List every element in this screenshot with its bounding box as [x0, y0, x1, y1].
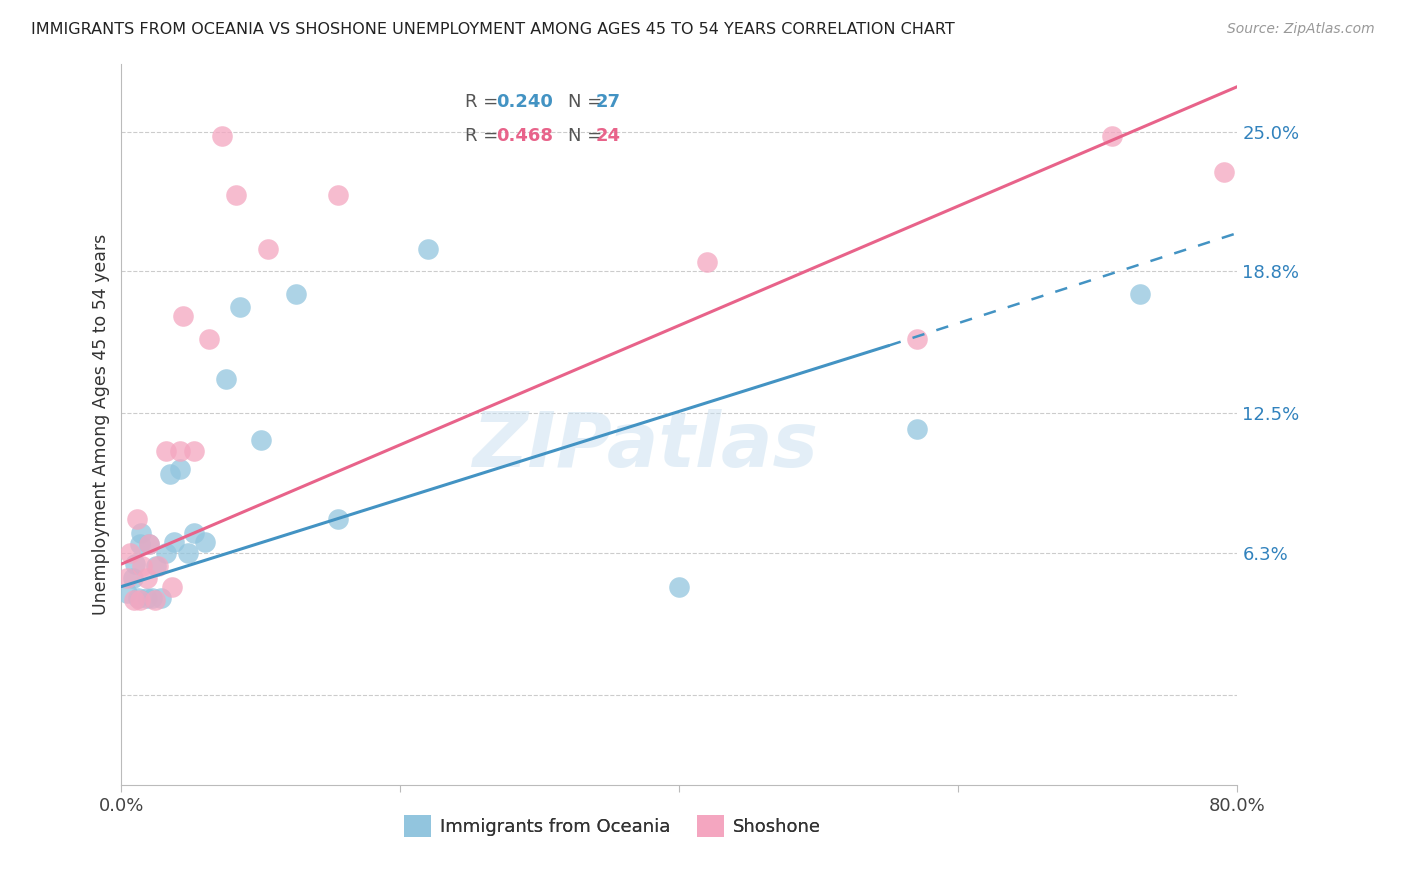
- Point: [129, 525, 152, 540]
- Point: [127, 591, 149, 605]
- Point: [172, 310, 194, 324]
- Point: [124, 557, 146, 571]
- Point: [198, 332, 221, 346]
- Point: [905, 332, 928, 346]
- Point: [905, 422, 928, 436]
- Point: [118, 546, 141, 560]
- Point: [169, 462, 191, 476]
- Point: [284, 286, 307, 301]
- Point: [149, 591, 172, 605]
- Point: [229, 301, 252, 315]
- Point: [696, 255, 718, 269]
- Point: [115, 586, 138, 600]
- Text: 27: 27: [596, 94, 621, 112]
- Point: [135, 570, 157, 584]
- Point: [183, 444, 205, 458]
- Point: [326, 187, 349, 202]
- Y-axis label: Unemployment Among Ages 45 to 54 years: Unemployment Among Ages 45 to 54 years: [93, 234, 110, 615]
- Point: [115, 570, 138, 584]
- Point: [138, 537, 160, 551]
- Point: [155, 444, 177, 458]
- Legend: Immigrants from Oceania, Shoshone: Immigrants from Oceania, Shoshone: [396, 808, 828, 844]
- Point: [143, 593, 166, 607]
- Point: [131, 559, 153, 574]
- Point: [169, 444, 191, 458]
- Text: 0.468: 0.468: [496, 128, 554, 145]
- Text: R =: R =: [465, 128, 505, 145]
- Point: [1212, 165, 1234, 179]
- Point: [145, 559, 167, 574]
- Point: [257, 242, 280, 256]
- Point: [177, 546, 200, 560]
- Point: [215, 372, 238, 386]
- Point: [163, 534, 186, 549]
- Point: [194, 534, 217, 549]
- Point: [141, 591, 163, 605]
- Text: N =: N =: [568, 94, 607, 112]
- Point: [225, 187, 247, 202]
- Point: [128, 593, 150, 607]
- Point: [250, 433, 273, 447]
- Point: [1101, 129, 1123, 144]
- Point: [418, 242, 440, 256]
- Text: Source: ZipAtlas.com: Source: ZipAtlas.com: [1227, 22, 1375, 37]
- Point: [1129, 286, 1152, 301]
- Point: [146, 559, 169, 574]
- Text: N =: N =: [568, 128, 607, 145]
- Point: [183, 525, 205, 540]
- Point: [138, 537, 160, 551]
- Point: [135, 591, 157, 605]
- Text: R =: R =: [465, 94, 505, 112]
- Text: 0.240: 0.240: [496, 94, 554, 112]
- Text: ZIPatlas: ZIPatlas: [472, 409, 818, 483]
- Point: [160, 580, 183, 594]
- Point: [668, 580, 690, 594]
- Point: [211, 129, 233, 144]
- Point: [122, 593, 145, 607]
- Point: [326, 512, 349, 526]
- Point: [155, 546, 177, 560]
- Text: IMMIGRANTS FROM OCEANIA VS SHOSHONE UNEMPLOYMENT AMONG AGES 45 TO 54 YEARS CORRE: IMMIGRANTS FROM OCEANIA VS SHOSHONE UNEM…: [31, 22, 955, 37]
- Point: [159, 467, 181, 481]
- Text: 24: 24: [596, 128, 621, 145]
- Point: [125, 512, 148, 526]
- Point: [128, 537, 150, 551]
- Point: [121, 570, 143, 584]
